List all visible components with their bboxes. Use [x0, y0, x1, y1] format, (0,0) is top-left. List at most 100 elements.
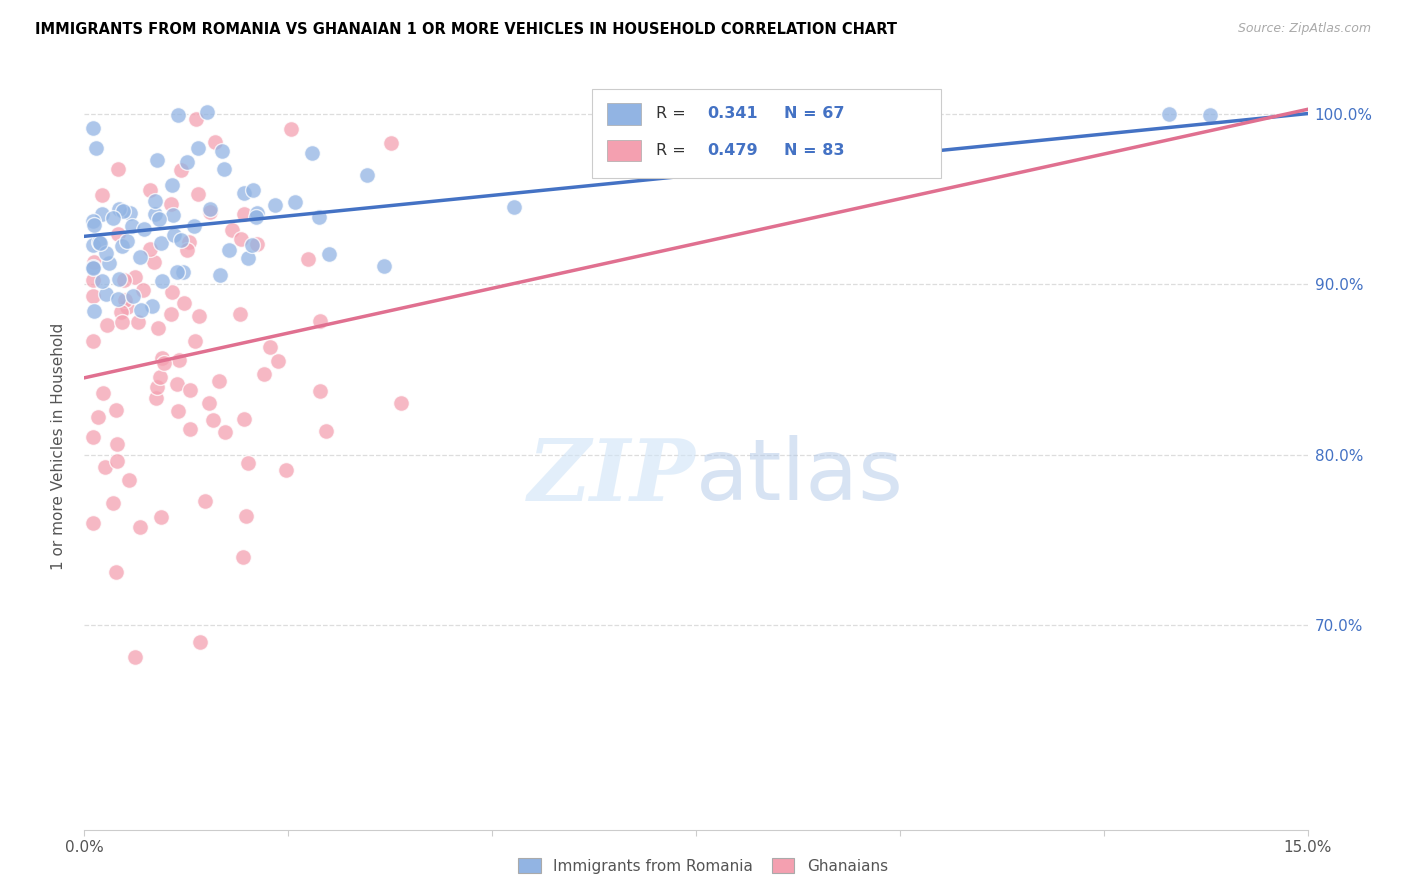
Point — [149, 236, 172, 251]
Point — [195, 105, 218, 120]
Point — [211, 145, 233, 159]
Point — [138, 242, 160, 256]
Point — [373, 260, 395, 274]
Point — [111, 239, 134, 253]
Point — [124, 649, 146, 664]
Point — [104, 566, 127, 580]
FancyBboxPatch shape — [606, 140, 641, 161]
Point — [229, 307, 252, 321]
Point — [129, 250, 152, 264]
Point — [132, 283, 155, 297]
Point — [356, 169, 378, 183]
Point — [145, 391, 167, 405]
Point — [176, 243, 198, 257]
Text: 0.479: 0.479 — [707, 143, 758, 158]
Point — [132, 222, 155, 236]
Point — [245, 210, 267, 224]
Point — [183, 219, 205, 233]
Point — [183, 334, 205, 349]
Point — [235, 508, 257, 523]
Point — [232, 412, 254, 426]
Point — [160, 178, 183, 193]
Point — [82, 260, 104, 275]
Point — [143, 194, 166, 208]
Point — [153, 356, 176, 370]
Point — [187, 186, 209, 201]
Point — [146, 320, 169, 334]
Point — [107, 293, 129, 307]
Point — [103, 496, 125, 510]
Point — [259, 340, 281, 354]
Point — [186, 141, 208, 155]
Text: 0.341: 0.341 — [707, 106, 758, 121]
Point — [308, 384, 330, 398]
Point — [150, 274, 173, 288]
Point — [129, 520, 152, 534]
Point — [82, 289, 104, 303]
Point — [120, 206, 142, 220]
Point — [233, 186, 256, 201]
Text: Source: ZipAtlas.com: Source: ZipAtlas.com — [1237, 22, 1371, 36]
Point — [184, 112, 207, 126]
Point — [163, 228, 186, 243]
Point — [96, 318, 118, 333]
Point — [169, 353, 191, 368]
Point — [198, 396, 221, 410]
Point — [115, 234, 138, 248]
Point — [91, 385, 114, 400]
Point — [159, 307, 181, 321]
Point — [187, 309, 209, 323]
Point — [162, 208, 184, 222]
Text: N = 83: N = 83 — [785, 143, 845, 158]
Point — [308, 314, 330, 328]
Point — [124, 270, 146, 285]
Point — [141, 299, 163, 313]
Text: ZIP: ZIP — [529, 435, 696, 518]
Point — [143, 207, 166, 221]
Point — [83, 255, 105, 269]
Point — [208, 268, 231, 282]
Point — [91, 188, 114, 202]
Point — [121, 219, 143, 234]
Point — [188, 635, 211, 649]
Point — [166, 265, 188, 279]
Point — [101, 211, 124, 225]
Point — [284, 195, 307, 210]
Point — [107, 453, 129, 467]
Point — [110, 305, 132, 319]
Point — [83, 219, 105, 233]
Point — [118, 473, 141, 487]
Point — [238, 251, 260, 265]
Point — [301, 146, 323, 161]
Y-axis label: 1 or more Vehicles in Household: 1 or more Vehicles in Household — [51, 322, 66, 570]
Point — [84, 141, 107, 155]
Point — [107, 162, 129, 177]
Point — [112, 273, 135, 287]
Point — [246, 206, 269, 220]
Point — [208, 374, 231, 388]
Point — [380, 136, 402, 150]
Point — [218, 243, 240, 257]
Point — [214, 425, 236, 440]
Point — [1157, 106, 1180, 120]
Point — [146, 379, 169, 393]
Point — [104, 403, 127, 417]
Point — [82, 261, 104, 276]
FancyBboxPatch shape — [592, 89, 941, 178]
Point — [232, 549, 254, 564]
Point — [236, 456, 259, 470]
Point — [145, 153, 167, 168]
Point — [179, 422, 201, 436]
Point — [177, 235, 200, 250]
Point — [111, 204, 134, 219]
Point — [263, 198, 285, 212]
Point — [82, 430, 104, 444]
Point — [148, 212, 170, 227]
Point — [83, 304, 105, 318]
Point — [89, 235, 111, 250]
Point — [107, 227, 129, 241]
Point — [150, 351, 173, 365]
Point — [98, 256, 121, 270]
Point — [267, 354, 290, 368]
Point — [170, 233, 193, 247]
